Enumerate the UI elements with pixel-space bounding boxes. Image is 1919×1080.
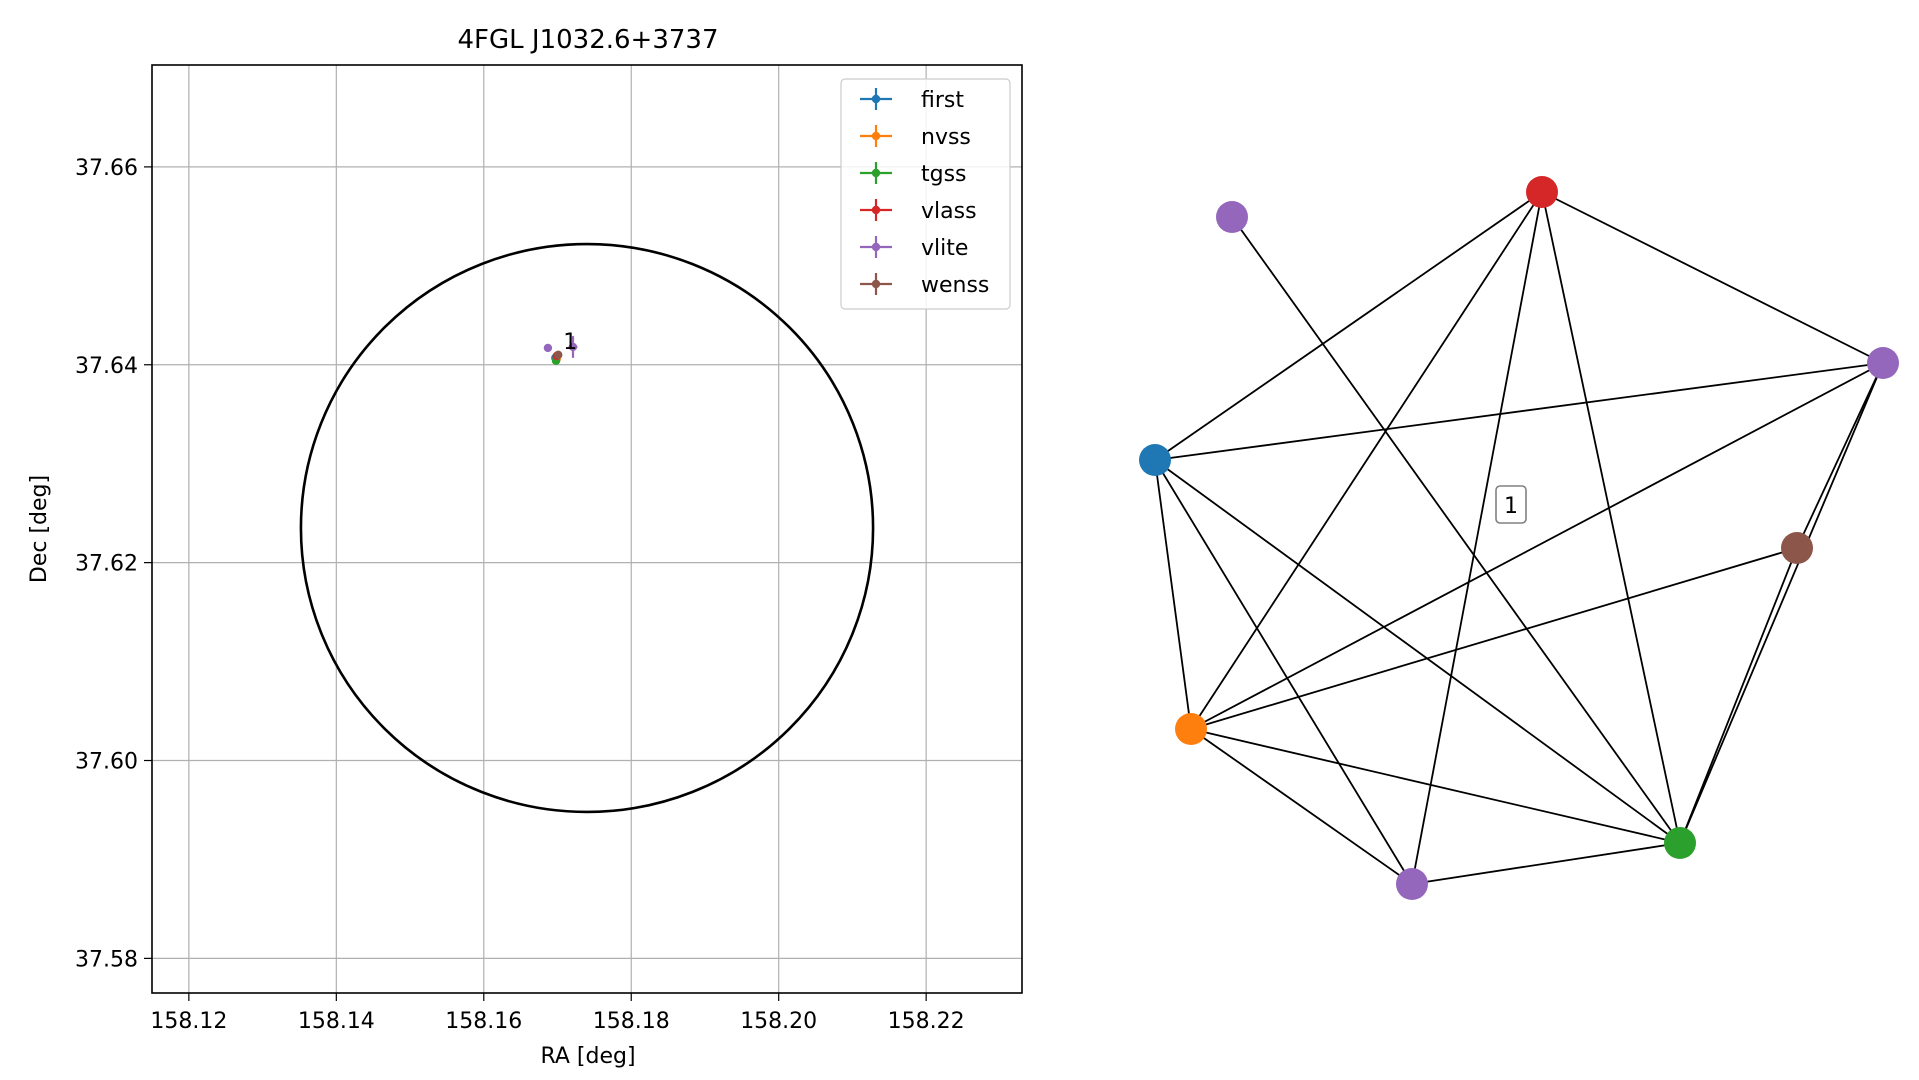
legend-entry-vlite: vlite xyxy=(860,236,968,261)
legend-entry-vlass: vlass xyxy=(860,199,977,224)
legend-label: vlass xyxy=(921,199,977,224)
edge-blue-red xyxy=(1154,191,1543,461)
legend-marker xyxy=(871,94,881,104)
legend-marker xyxy=(871,242,881,252)
x-tick-label: 158.22 xyxy=(888,1009,965,1034)
legend-marker xyxy=(871,279,881,289)
point-wenss xyxy=(554,350,563,360)
x-tick-label: 158.16 xyxy=(445,1009,522,1034)
edge-purple_right-orange xyxy=(1190,362,1884,730)
edge-red-orange xyxy=(1190,191,1543,730)
x-tick-label: 158.12 xyxy=(150,1009,227,1034)
edge-red-green xyxy=(1541,191,1681,844)
plot-frame xyxy=(151,64,1023,994)
x-axis-ticks: 158.12 158.14 158.16 158.18 158.20 158.22 xyxy=(150,993,965,1034)
edge-blue-green xyxy=(1154,459,1681,844)
source-annotation: 1 xyxy=(563,330,577,355)
edge-blue-orange xyxy=(1154,459,1192,730)
data-points xyxy=(543,336,578,366)
legend-label: wenss xyxy=(921,273,989,298)
edge-purple_right-brown xyxy=(1796,362,1884,549)
legend-entry-tgss: tgss xyxy=(860,162,967,187)
edge-blue-purple_right xyxy=(1154,362,1884,461)
node-blue xyxy=(1139,444,1171,476)
x-tick-label: 158.14 xyxy=(298,1009,375,1034)
legend-marker xyxy=(871,131,881,141)
legend-label: first xyxy=(921,88,964,113)
node-red xyxy=(1526,176,1558,208)
scatter-panel: 4FGL J1032.6+3737 1 158.12 158.14 158.16 15… xyxy=(27,25,1023,1069)
edge-brown-green xyxy=(1679,547,1798,844)
node-purple_top xyxy=(1216,201,1248,233)
edge-brown-orange xyxy=(1190,547,1798,730)
legend-entry-first: first xyxy=(860,88,964,113)
legend-label: tgss xyxy=(921,162,967,187)
legend-marker xyxy=(871,205,881,215)
edge-red-purple_right xyxy=(1541,191,1884,364)
legend: first nvss tgss vlass vlite wenss xyxy=(840,78,1011,310)
node-orange xyxy=(1175,713,1207,745)
graph-label-text: 1 xyxy=(1504,494,1518,519)
x-tick-label: 158.18 xyxy=(593,1009,670,1034)
uncertainty-ellipse xyxy=(299,242,875,814)
network-graph: 1 xyxy=(1139,176,1899,900)
x-axis-label: RA [deg] xyxy=(540,1044,635,1069)
y-axis-label: Dec [deg] xyxy=(27,475,52,583)
chart-title: 4FGL J1032.6+3737 xyxy=(458,25,719,55)
y-axis-ticks: 37.58 37.60 37.62 37.64 37.66 xyxy=(75,156,152,972)
edge-orange-green xyxy=(1190,728,1681,844)
edge-blue-purple_bottom xyxy=(1154,459,1413,885)
ellipse-outline xyxy=(299,242,875,814)
node-green xyxy=(1664,827,1696,859)
y-tick-label: 37.62 xyxy=(75,552,138,577)
node-purple_bottom xyxy=(1396,868,1428,900)
point-vlite xyxy=(568,336,578,358)
legend-marker xyxy=(871,168,881,178)
graph-label-box xyxy=(1495,485,1527,524)
edge-purple_top-green xyxy=(1231,216,1681,844)
legend-label: nvss xyxy=(921,125,971,150)
legend-entry-wenss: wenss xyxy=(860,273,989,298)
edge-purple_right-green xyxy=(1679,362,1884,844)
legend-label: vlite xyxy=(921,236,968,261)
x-tick-label: 158.20 xyxy=(740,1009,817,1034)
nodes xyxy=(1139,176,1899,900)
edge-red-purple_bottom xyxy=(1411,191,1543,885)
y-tick-label: 37.60 xyxy=(75,750,138,775)
edge-orange-purple_bottom xyxy=(1190,728,1413,885)
node-purple_right xyxy=(1867,347,1899,379)
graph-label: 1 xyxy=(1495,485,1527,524)
y-tick-label: 37.66 xyxy=(75,156,138,181)
legend-entry-nvss: nvss xyxy=(860,125,971,150)
y-tick-label: 37.58 xyxy=(75,947,138,972)
edges xyxy=(1154,191,1884,885)
node-brown xyxy=(1781,532,1813,564)
y-tick-label: 37.64 xyxy=(75,354,138,379)
edge-green-purple_bottom xyxy=(1411,842,1681,885)
point-vlite xyxy=(543,343,553,353)
